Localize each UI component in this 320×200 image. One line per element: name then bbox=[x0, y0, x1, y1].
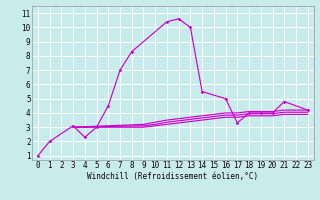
X-axis label: Windchill (Refroidissement éolien,°C): Windchill (Refroidissement éolien,°C) bbox=[87, 172, 258, 181]
